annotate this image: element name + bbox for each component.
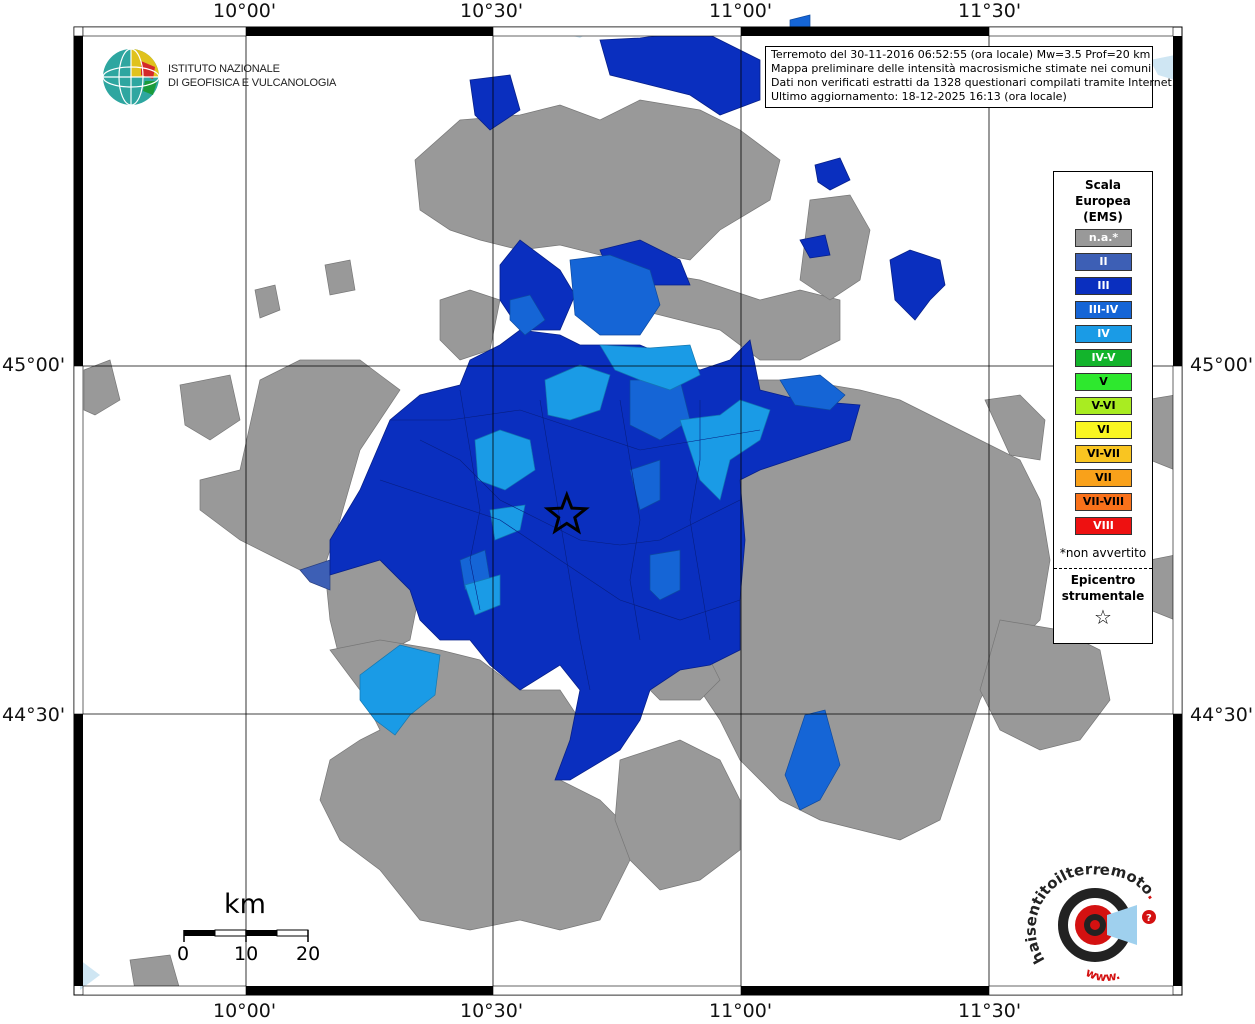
lon-label-top-1100: 11°00' <box>709 0 773 22</box>
lat-label-left-4430: 44°30' <box>2 704 66 726</box>
legend-separator <box>1054 568 1152 569</box>
legend-item-iv-v: IV-V <box>1075 349 1132 367</box>
legend-title-line2: Europea <box>1075 194 1131 208</box>
scale-unit: km <box>224 889 266 920</box>
legend-item-v: V <box>1075 373 1132 391</box>
lat-label-right-4430: 44°30' <box>1190 704 1254 726</box>
legend-item-vii: VII <box>1075 469 1132 487</box>
legend-star-icon: ☆ <box>1094 605 1112 629</box>
lat-label-left-4500: 45°00' <box>2 354 66 376</box>
legend-epicenter-label: Epicentro strumentale <box>1054 572 1152 604</box>
event-info-line3: Dati non verificati estratti da 1328 que… <box>771 76 1176 89</box>
institute-name-line1: ISTITUTO NAZIONALE <box>168 63 280 75</box>
legend-title-line3: (EMS) <box>1083 210 1123 224</box>
scale-label-0: 0 <box>177 943 190 965</box>
institute-name-line2: DI GEOFISICA E VULCANOLOGIA <box>168 77 337 89</box>
lon-label-bottom-1100: 11°00' <box>709 1000 773 1022</box>
event-info-line4: Ultimo aggiornamento: 18-12-2025 16:13 (… <box>771 90 1067 103</box>
municipal-boundaries <box>379 389 761 691</box>
legend-title-line1: Scala <box>1084 178 1122 192</box>
event-info-line1: Terremoto del 30-11-2016 06:52:55 (ora l… <box>771 48 1151 61</box>
legend-note: *non avvertito <box>1059 546 1147 560</box>
water-area <box>80 960 100 990</box>
lat-label-right-4500: 45°00' <box>1190 354 1254 376</box>
map-frame <box>73 26 1183 996</box>
region-intensity-ii <box>299 559 331 591</box>
event-info-line2: Mappa preliminare delle intensità macros… <box>771 62 1152 75</box>
legend-title: Scala Europea (EMS) <box>1054 177 1152 225</box>
lon-label-bottom-1000: 10°00' <box>213 1000 277 1022</box>
legend-item-ii: II <box>1075 253 1132 271</box>
legend-item-iv: IV <box>1075 325 1132 343</box>
legend-item-vi: VI <box>1075 421 1132 439</box>
legend-epicenter-line2: strumentale <box>1061 589 1145 603</box>
site-logo-www: www. <box>1084 965 1122 984</box>
lon-label-top-1030: 10°30' <box>460 0 524 22</box>
legend-item-vi-vii: VI-VII <box>1075 445 1132 463</box>
lon-label-top-1130: 11°30' <box>958 0 1022 22</box>
institute-name: ISTITUTO NAZIONALE DI GEOFISICA E VULCAN… <box>168 62 336 90</box>
lon-label-bottom-1130: 11°30' <box>958 1000 1022 1022</box>
lon-label-top-1000: 10°00' <box>213 0 277 22</box>
water-area <box>1150 55 1175 80</box>
region-intensity-iii-iv <box>459 14 846 811</box>
legend-item-iii-iv: III-IV <box>1075 301 1132 319</box>
event-info-box: Terremoto del 30-11-2016 06:52:55 (ora l… <box>765 46 1176 108</box>
lon-label-bottom-1030: 10°30' <box>460 1000 524 1022</box>
region-intensity-iv <box>359 344 771 736</box>
haisentitoilterremoto-logo-icon: haisentitoilterremoto.it www. ? <box>1025 855 1162 984</box>
svg-text:?: ? <box>1146 913 1152 924</box>
legend-item-vii-viii: VII-VIII <box>1075 493 1132 511</box>
scale-label-10: 10 <box>234 943 259 965</box>
legend-item-n-a: n.a.* <box>1075 229 1132 247</box>
legend-item-viii: VIII <box>1075 517 1132 535</box>
legend-item-v-vi: V-VI <box>1075 397 1132 415</box>
legend-epicenter-line1: Epicentro <box>1070 573 1136 587</box>
epicenter-star-marker <box>543 490 590 535</box>
legend-item-iii: III <box>1075 277 1132 295</box>
graticule <box>74 27 1182 995</box>
intensity-legend: Scala Europea (EMS) n.a.* II III III-IV IV IV… <box>1053 171 1153 644</box>
scale-label-20: 20 <box>296 943 321 965</box>
ingv-logo-icon <box>102 48 160 106</box>
scale-bar <box>183 929 309 942</box>
